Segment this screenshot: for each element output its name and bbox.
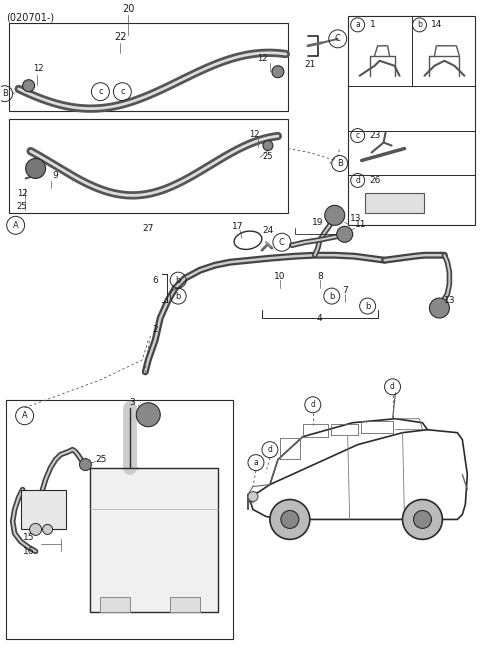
Text: 1: 1 bbox=[370, 20, 375, 29]
Circle shape bbox=[272, 66, 284, 78]
Circle shape bbox=[30, 523, 42, 535]
Bar bbox=[6, 400, 233, 639]
Text: c: c bbox=[356, 131, 360, 140]
Text: 12: 12 bbox=[257, 54, 268, 64]
Text: 10: 10 bbox=[274, 272, 286, 280]
Bar bbox=[100, 597, 130, 612]
Text: 21: 21 bbox=[304, 60, 315, 69]
Text: 11: 11 bbox=[355, 220, 366, 229]
Text: 19: 19 bbox=[312, 218, 324, 227]
Text: b: b bbox=[176, 276, 181, 285]
Text: 2: 2 bbox=[153, 326, 158, 335]
Circle shape bbox=[23, 80, 35, 92]
Text: 27: 27 bbox=[143, 224, 154, 233]
Text: 13: 13 bbox=[444, 295, 456, 305]
Text: 26: 26 bbox=[370, 176, 381, 185]
Circle shape bbox=[413, 510, 432, 529]
Text: 20: 20 bbox=[122, 4, 134, 14]
Bar bbox=[365, 193, 424, 214]
Text: 7: 7 bbox=[342, 286, 348, 295]
Circle shape bbox=[281, 510, 299, 529]
Text: 12: 12 bbox=[250, 130, 260, 139]
Text: d: d bbox=[267, 445, 272, 454]
Text: (020701-): (020701-) bbox=[6, 13, 54, 23]
Circle shape bbox=[403, 500, 443, 539]
Text: a: a bbox=[253, 458, 258, 467]
Text: b: b bbox=[417, 20, 422, 29]
Bar bbox=[9, 119, 288, 214]
Text: 9: 9 bbox=[52, 171, 58, 180]
Circle shape bbox=[136, 403, 160, 426]
Text: 17: 17 bbox=[232, 222, 243, 231]
Text: 22: 22 bbox=[114, 32, 127, 42]
Text: 13: 13 bbox=[350, 214, 361, 223]
Bar bbox=[90, 468, 218, 612]
Text: B: B bbox=[337, 159, 343, 168]
Text: c: c bbox=[120, 87, 125, 96]
Text: 12: 12 bbox=[17, 189, 27, 198]
Text: b: b bbox=[329, 291, 335, 301]
Text: d: d bbox=[355, 176, 360, 185]
Circle shape bbox=[430, 298, 449, 318]
Text: 25: 25 bbox=[17, 202, 27, 211]
Text: 24: 24 bbox=[262, 226, 274, 234]
Text: B: B bbox=[2, 89, 8, 98]
Text: A: A bbox=[22, 411, 27, 421]
Circle shape bbox=[263, 141, 273, 151]
Circle shape bbox=[25, 159, 46, 178]
Circle shape bbox=[43, 525, 52, 534]
Text: a: a bbox=[355, 20, 360, 29]
Text: C: C bbox=[279, 238, 285, 247]
Bar bbox=[21, 489, 65, 529]
Text: 8: 8 bbox=[317, 272, 323, 280]
Circle shape bbox=[336, 226, 353, 242]
Circle shape bbox=[248, 491, 258, 502]
Text: 6: 6 bbox=[153, 276, 158, 285]
Text: 12: 12 bbox=[33, 64, 43, 73]
Text: 23: 23 bbox=[370, 131, 381, 140]
Circle shape bbox=[80, 458, 91, 470]
Text: A: A bbox=[13, 221, 19, 230]
Text: 16: 16 bbox=[23, 547, 34, 556]
Text: 3: 3 bbox=[130, 398, 135, 407]
Text: c: c bbox=[98, 87, 103, 96]
Text: C: C bbox=[335, 34, 341, 43]
Text: b: b bbox=[365, 301, 370, 310]
Text: 4: 4 bbox=[317, 314, 323, 322]
Bar bbox=[170, 597, 200, 612]
Text: d: d bbox=[311, 400, 315, 409]
Circle shape bbox=[270, 500, 310, 539]
Text: 15: 15 bbox=[23, 533, 34, 542]
Text: 14: 14 bbox=[432, 20, 443, 29]
Circle shape bbox=[325, 206, 345, 225]
Bar bbox=[9, 23, 288, 111]
Text: 25: 25 bbox=[96, 455, 107, 464]
Text: d: d bbox=[390, 383, 395, 391]
Bar bbox=[348, 16, 475, 225]
Text: b: b bbox=[176, 291, 181, 301]
Text: 25: 25 bbox=[262, 152, 273, 161]
